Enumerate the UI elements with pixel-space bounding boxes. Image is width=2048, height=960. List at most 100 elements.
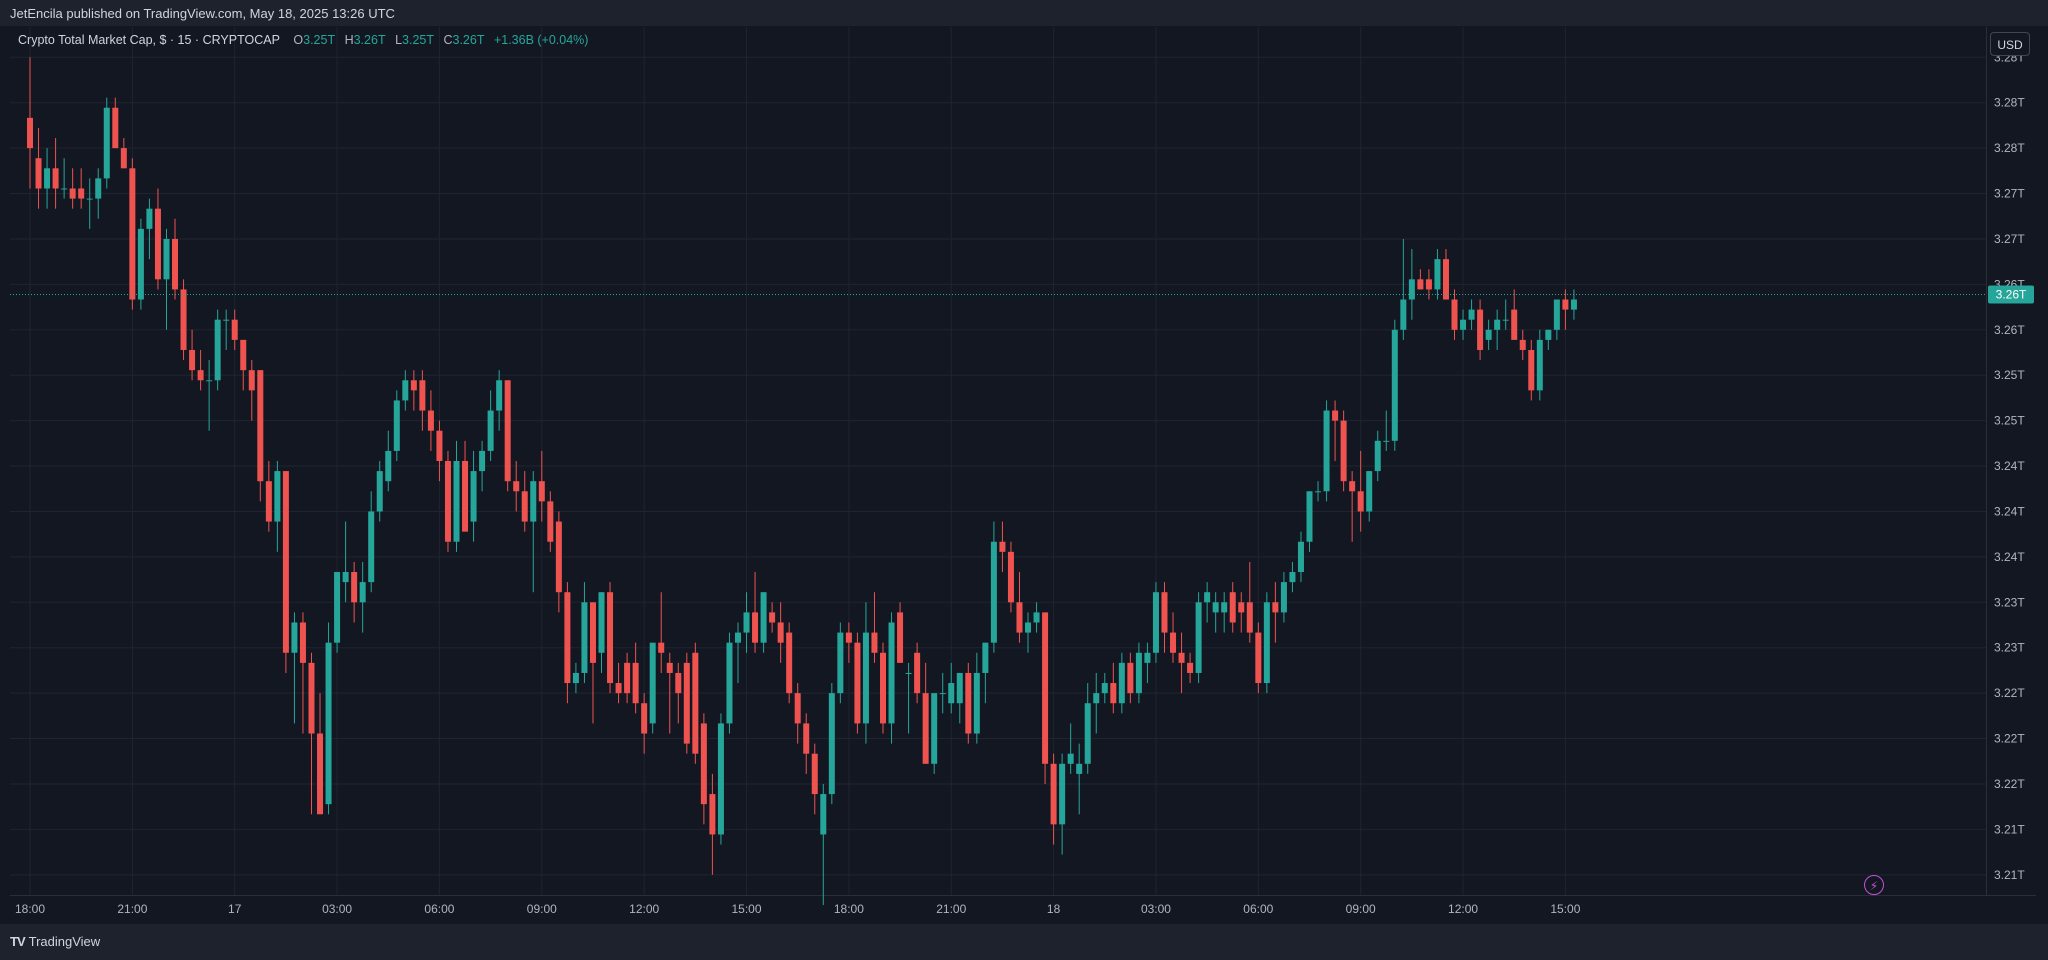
candle-body-down: [1255, 632, 1262, 684]
x-tick-label: 18:00: [15, 902, 45, 916]
candle-body-down: [1170, 632, 1177, 653]
candle-body-down: [1442, 259, 1449, 300]
candle-body-down: [564, 592, 571, 684]
y-tick-label: 3.21T: [1994, 822, 2025, 836]
candle-body-down: [351, 572, 358, 603]
y-tick-label: 3.28T: [1994, 141, 2025, 155]
candle-body-down: [1238, 602, 1245, 613]
candle-body-down: [641, 703, 648, 734]
y-tick-label: 3.28T: [1994, 96, 2025, 110]
chart-area[interactable]: 3.28T 3.28T 3.28T 3.27T 3.27T 3.26T 3.26T 3.25T…: [10, 27, 2036, 923]
candle-body-down: [1519, 339, 1526, 350]
candle-body-down: [521, 491, 528, 522]
close-value: 3.26T: [452, 33, 485, 47]
x-tick-label: 06:00: [424, 902, 454, 916]
candle-body-down: [914, 652, 921, 694]
candle-body-up: [385, 450, 392, 482]
candle-body-up: [1204, 592, 1211, 603]
candle-body-down: [1332, 410, 1339, 421]
candle-body-down: [624, 662, 631, 694]
x-tick-label: 03:00: [1141, 902, 1171, 916]
candle-body-down: [112, 107, 119, 149]
candle-body-up: [342, 572, 349, 583]
y-tick-label: 3.24T: [1994, 550, 2025, 564]
candle-body-up: [1553, 299, 1560, 330]
symbol-legend: Crypto Total Market Cap, $ · 15 · CRYPTO…: [18, 33, 594, 47]
low-value: 3.25T: [402, 33, 434, 47]
candle-body-down: [1110, 683, 1117, 704]
candle-body-up: [862, 632, 869, 724]
candle-body-up: [334, 572, 341, 643]
x-tick-label: 06:00: [1243, 902, 1273, 916]
candle-body-down: [880, 652, 886, 724]
candle-body-up: [1118, 662, 1125, 704]
x-tick-label: 21:00: [117, 902, 147, 916]
low-label: L: [395, 33, 403, 47]
candle-body-up: [931, 693, 938, 764]
candle-body-up: [820, 794, 827, 835]
candle-body-up: [1221, 602, 1228, 613]
brand-name: TradingView: [28, 934, 101, 949]
candle-body-down: [589, 602, 596, 663]
candle-body-up: [1366, 471, 1373, 512]
candle-body-up: [990, 541, 997, 643]
candle-body-up: [1494, 319, 1501, 330]
candle-body-up: [291, 622, 298, 653]
candle-body-up: [1536, 339, 1543, 391]
brand-footer[interactable]: TV TradingView: [10, 934, 100, 949]
candle-body-down: [317, 733, 324, 815]
candle-body-down: [444, 461, 451, 542]
candle-body-up: [1144, 652, 1151, 663]
candle-body-down: [666, 662, 673, 673]
y-tick-label: 3.24T: [1994, 459, 2025, 473]
candle-body-up: [1263, 602, 1270, 684]
candle-body-up: [1485, 329, 1492, 340]
candle-body-up: [359, 582, 366, 603]
candle-body-down: [803, 723, 810, 754]
candle-body-up: [1502, 319, 1509, 321]
candle-body-down: [1425, 279, 1432, 290]
lightning-icon[interactable]: ⚡: [1864, 875, 1884, 895]
candle-body-down: [1187, 662, 1194, 673]
candle-body-up: [1408, 279, 1415, 300]
candle-body-down: [777, 622, 784, 643]
candle-body-down: [513, 481, 520, 492]
candlestick-chart[interactable]: 3.28T3.28T3.28T3.27T3.27T3.26T3.26T3.25T…: [10, 27, 2036, 923]
candle-body-up: [948, 683, 955, 704]
candle-body-down: [282, 471, 289, 653]
candle-body-up: [1289, 572, 1296, 583]
candle-body-up: [1460, 319, 1467, 330]
candle-body-up: [223, 319, 230, 321]
candle-body-up: [1297, 541, 1304, 573]
y-tick-label: 3.27T: [1994, 232, 2025, 246]
candle-body-up: [572, 672, 579, 684]
candle-body-up: [214, 319, 221, 381]
candle-body-down: [709, 794, 716, 835]
candle-body-down: [1246, 602, 1253, 633]
footer-bar: [0, 924, 2048, 960]
x-tick-label: 15:00: [1550, 902, 1580, 916]
candle-body-up: [137, 228, 144, 300]
candle-body-up: [376, 471, 383, 512]
candle-body-down: [1007, 551, 1014, 603]
candle-body-down: [504, 380, 511, 482]
candle-body-up: [146, 208, 153, 229]
candle-body-up: [717, 723, 724, 835]
candle-body-up: [1280, 582, 1287, 613]
tradingview-logo-icon: TV: [10, 934, 26, 949]
candle-body-up: [274, 471, 281, 522]
candle-body-down: [240, 339, 247, 371]
candle-body-down: [231, 319, 238, 340]
currency-button[interactable]: USD: [1990, 32, 2030, 56]
candle-body-down: [897, 612, 904, 663]
candle-body-down: [922, 693, 929, 764]
y-tick-label: 3.25T: [1994, 414, 2025, 428]
candle-body-up: [479, 450, 486, 472]
candle-body-down: [419, 380, 426, 411]
candle-body-up: [1545, 329, 1552, 340]
publish-info: JetEncila published on TradingView.com, …: [10, 6, 395, 21]
x-tick-label: 18:00: [834, 902, 864, 916]
candle-body-down: [436, 430, 443, 461]
symbol-title[interactable]: Crypto Total Market Cap, $ · 15 · CRYPTO…: [18, 33, 280, 47]
y-tick-label: 3.23T: [1994, 641, 2025, 655]
